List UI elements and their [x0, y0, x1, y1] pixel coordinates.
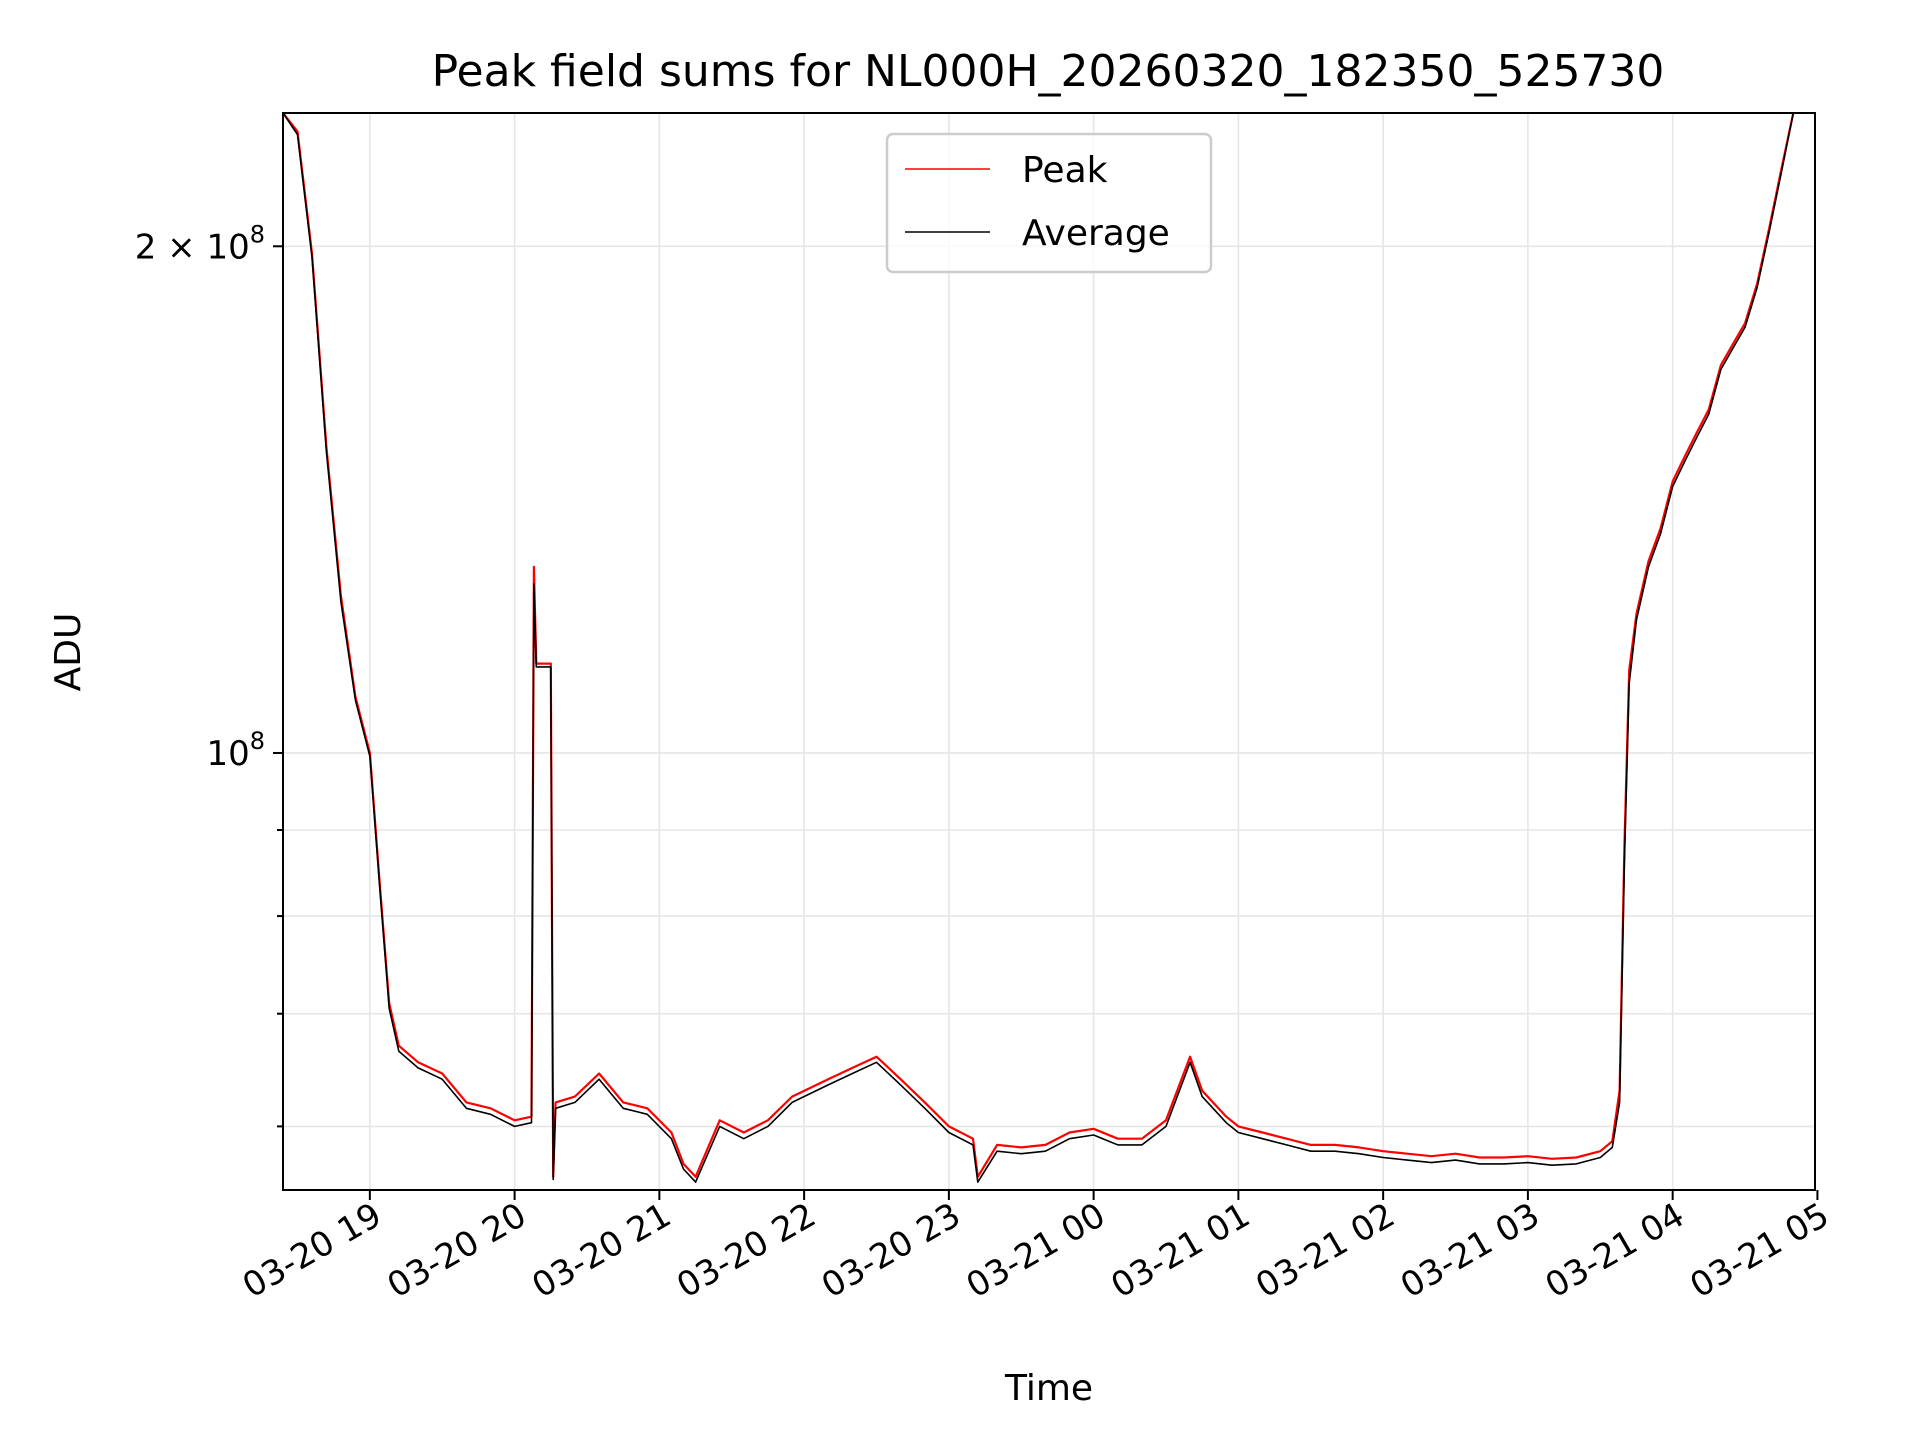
- series-line-peak: [283, 113, 1795, 1178]
- legend: Peak Average: [885, 132, 1213, 274]
- series-layer: [283, 113, 1795, 1183]
- y-tick-label: 2 × 108: [135, 220, 265, 267]
- x-axis-label: Time: [1004, 1368, 1093, 1409]
- grid: [283, 113, 1815, 1190]
- y-tick-label: 108: [206, 727, 265, 774]
- chart-title: Peak field sums for NL000H_20260320_1823…: [432, 46, 1665, 97]
- plot-frame: [282, 112, 1816, 1191]
- legend-label-average: Average: [1022, 213, 1170, 254]
- series-line-average: [283, 113, 1795, 1183]
- legend-label-peak: Peak: [1022, 150, 1108, 191]
- y-axis-label: ADU: [48, 613, 89, 692]
